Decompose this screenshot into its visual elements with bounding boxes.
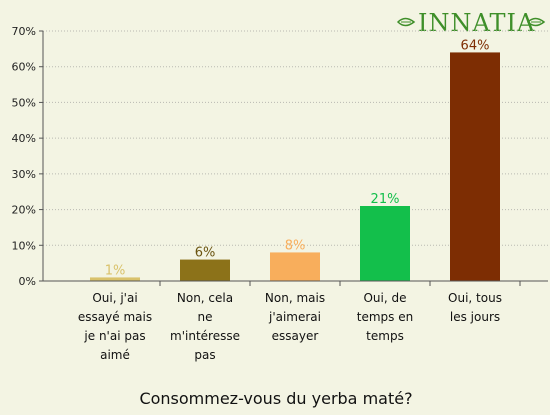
bar bbox=[180, 259, 230, 281]
y-tick-label: 50% bbox=[12, 96, 36, 109]
bar bbox=[450, 52, 500, 281]
y-axis-ticks: 0% 10% 20% 30% 40% 50% 60% 70% bbox=[12, 25, 43, 288]
value-labels: 1% 6% 8% 21% 64% bbox=[105, 38, 490, 278]
bar bbox=[90, 277, 140, 281]
bar bbox=[360, 206, 410, 281]
bar bbox=[270, 252, 320, 281]
data-label: 64% bbox=[461, 38, 490, 53]
x-axis-labels: Oui, j'ai essayé mais je n'ai pas aimé Non, … bbox=[78, 291, 502, 362]
y-tick-label: 60% bbox=[12, 61, 36, 74]
logo-text: INNATIA bbox=[418, 9, 535, 37]
x-tick-label: Non, mais j'aimerai essayer bbox=[265, 291, 325, 343]
x-tick-label: Oui, de temps en temps bbox=[357, 291, 413, 343]
y-tick-label: 20% bbox=[12, 204, 36, 217]
leaf-icon-left bbox=[396, 17, 416, 27]
data-label: 1% bbox=[105, 263, 126, 278]
gridlines bbox=[43, 30, 548, 246]
x-tick-label: Non, cela ne m'intéresse pas bbox=[170, 291, 240, 362]
innatia-logo: INNATIA bbox=[396, 9, 546, 37]
y-tick-label: 10% bbox=[12, 239, 36, 252]
y-tick-label: 30% bbox=[12, 168, 36, 181]
x-axis-title: Consommez-vous du yerba maté? bbox=[139, 389, 412, 408]
x-tick-label: Oui, tous les jours bbox=[448, 291, 502, 324]
y-tick-label: 40% bbox=[12, 132, 36, 145]
y-tick-label: 0% bbox=[19, 275, 36, 288]
y-tick-label: 70% bbox=[12, 25, 36, 38]
data-label: 21% bbox=[371, 192, 400, 207]
bars bbox=[90, 52, 500, 281]
axes bbox=[42, 31, 548, 286]
data-label: 6% bbox=[195, 246, 216, 261]
data-label: 8% bbox=[285, 238, 306, 253]
leaf-icon-right bbox=[526, 17, 546, 27]
x-tick-label: Oui, j'ai essayé mais je n'ai pas aimé bbox=[78, 291, 152, 362]
